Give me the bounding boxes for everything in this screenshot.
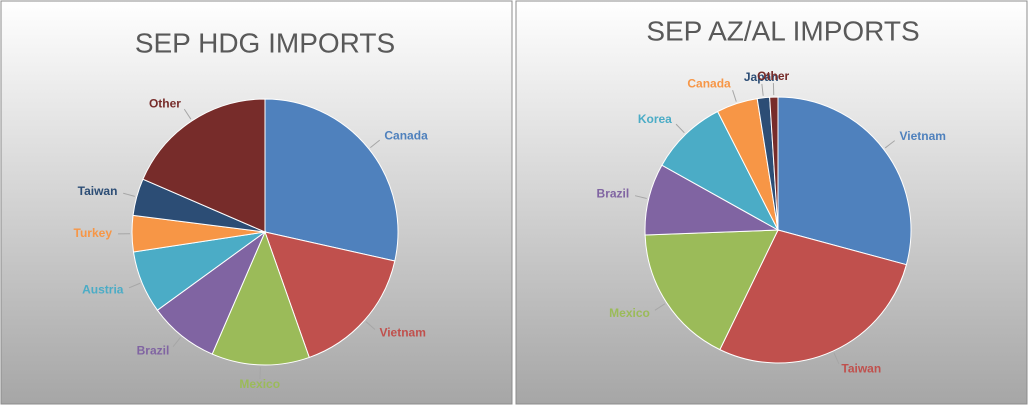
slice-label: Vietnam	[379, 326, 425, 340]
slice-label: Taiwan	[841, 361, 881, 375]
pie-slice	[644, 229, 779, 351]
leader-line	[634, 195, 647, 199]
slice-label: Other	[757, 69, 789, 83]
slice-label: Korea	[638, 112, 672, 126]
pie-slice	[264, 231, 396, 359]
leader-line	[654, 303, 666, 311]
slice-label: Brazil	[597, 186, 630, 200]
slice-label: Austria	[82, 282, 124, 296]
leader-line	[884, 140, 896, 149]
slice-label: Brazil	[137, 344, 170, 358]
pie-slice	[142, 98, 266, 233]
leader-line	[128, 282, 141, 289]
leader-line	[833, 352, 840, 364]
slice-label: Vietnam	[899, 129, 945, 143]
slice-label: Mexico	[239, 377, 280, 391]
slice-label: Mexico	[609, 306, 650, 320]
slice-label: Taiwan	[78, 184, 118, 198]
slice-label: Canada	[384, 129, 428, 143]
slice-label: Turkey	[74, 226, 113, 240]
pie-slice	[769, 96, 779, 231]
leader-line	[761, 83, 764, 96]
slice-label: Other	[149, 96, 181, 110]
pie-slice	[264, 98, 399, 262]
pie-slice	[719, 229, 908, 364]
leader-line	[365, 321, 376, 330]
slice-label: Canada	[687, 77, 731, 91]
chart-title: SEP HDG IMPORTS	[135, 27, 395, 58]
leader-line	[183, 108, 192, 120]
leader-line	[123, 192, 135, 197]
slice-label: Japan	[744, 70, 779, 84]
leader-line	[172, 337, 181, 348]
pie-slice	[777, 96, 912, 266]
leader-line	[675, 123, 685, 134]
leader-line	[732, 90, 737, 102]
leader-line	[370, 139, 381, 148]
pie-slice	[211, 230, 310, 366]
pie-slice	[661, 110, 780, 232]
chart-title: SEP AZ/AL IMPORTS	[646, 15, 919, 46]
